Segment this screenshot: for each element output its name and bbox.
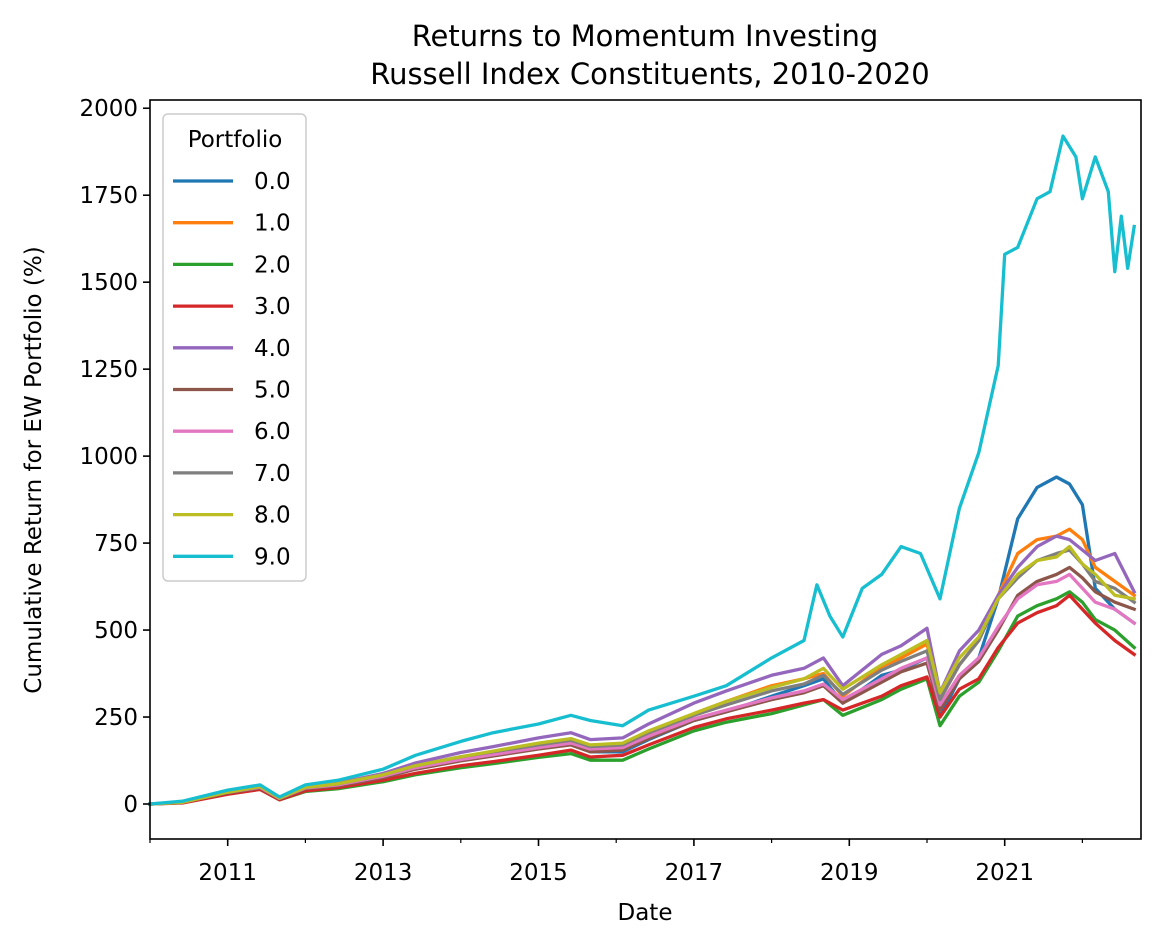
x-axis: 2011 2013 2015 2017 2019 2021 [149,839,1084,886]
x-axis-label: Date [618,900,673,926]
legend-box [162,113,307,582]
series-line-8-0 [148,544,1137,806]
chart-title: Returns to Momentum Investing [412,19,879,53]
legend-label: 3.0 [254,294,291,320]
x-tick-label: 2017 [665,860,724,886]
y-tick-label: 500 [94,618,138,644]
y-axis: 0 250 500 750 1000 1250 1500 1750 2000 [79,96,150,818]
legend-label: 9.0 [254,544,291,570]
legend-label: 6.0 [254,419,291,445]
legend-label: 8.0 [254,503,291,529]
x-tick-label: 2011 [198,860,257,886]
chart-subtitle: Russell Index Constituents, 2010-2020 [370,57,930,91]
series-line-3-0 [148,593,1137,806]
y-tick-label: 0 [123,792,138,818]
x-tick-label: 2013 [354,860,413,886]
y-axis-label: Cumulative Return for EW Portfolio (%) [21,246,47,693]
series-line-9-0 [148,134,1137,806]
plot-frame [149,99,1142,840]
series-layer [148,134,1137,806]
x-tick-label: 2019 [820,860,879,886]
legend-title: Portfolio [188,127,283,153]
legend-label: 5.0 [254,378,291,404]
legend-label: 2.0 [254,252,291,278]
y-tick-label: 1250 [79,357,138,383]
x-tick-label: 2015 [509,860,568,886]
legend-label: 1.0 [254,211,291,237]
x-tick-label: 2021 [975,860,1034,886]
y-tick-label: 750 [94,531,138,557]
legend-label: 7.0 [254,461,291,487]
legend-label: 4.0 [254,336,291,362]
y-tick-label: 1500 [79,270,138,296]
legend-label: 0.0 [254,169,291,195]
y-tick-label: 2000 [79,96,138,122]
legend: Portfolio 0.0 1.0 2.0 3.0 4.0 5.0 6.0 7.0 8.0 9.0 [162,113,307,582]
y-tick-label: 1000 [79,444,138,470]
legend-entries: 0.0 1.0 2.0 3.0 4.0 5.0 6.0 7.0 8.0 9.0 [173,169,291,570]
y-tick-label: 250 [94,705,138,731]
y-tick-label: 1750 [79,183,138,209]
